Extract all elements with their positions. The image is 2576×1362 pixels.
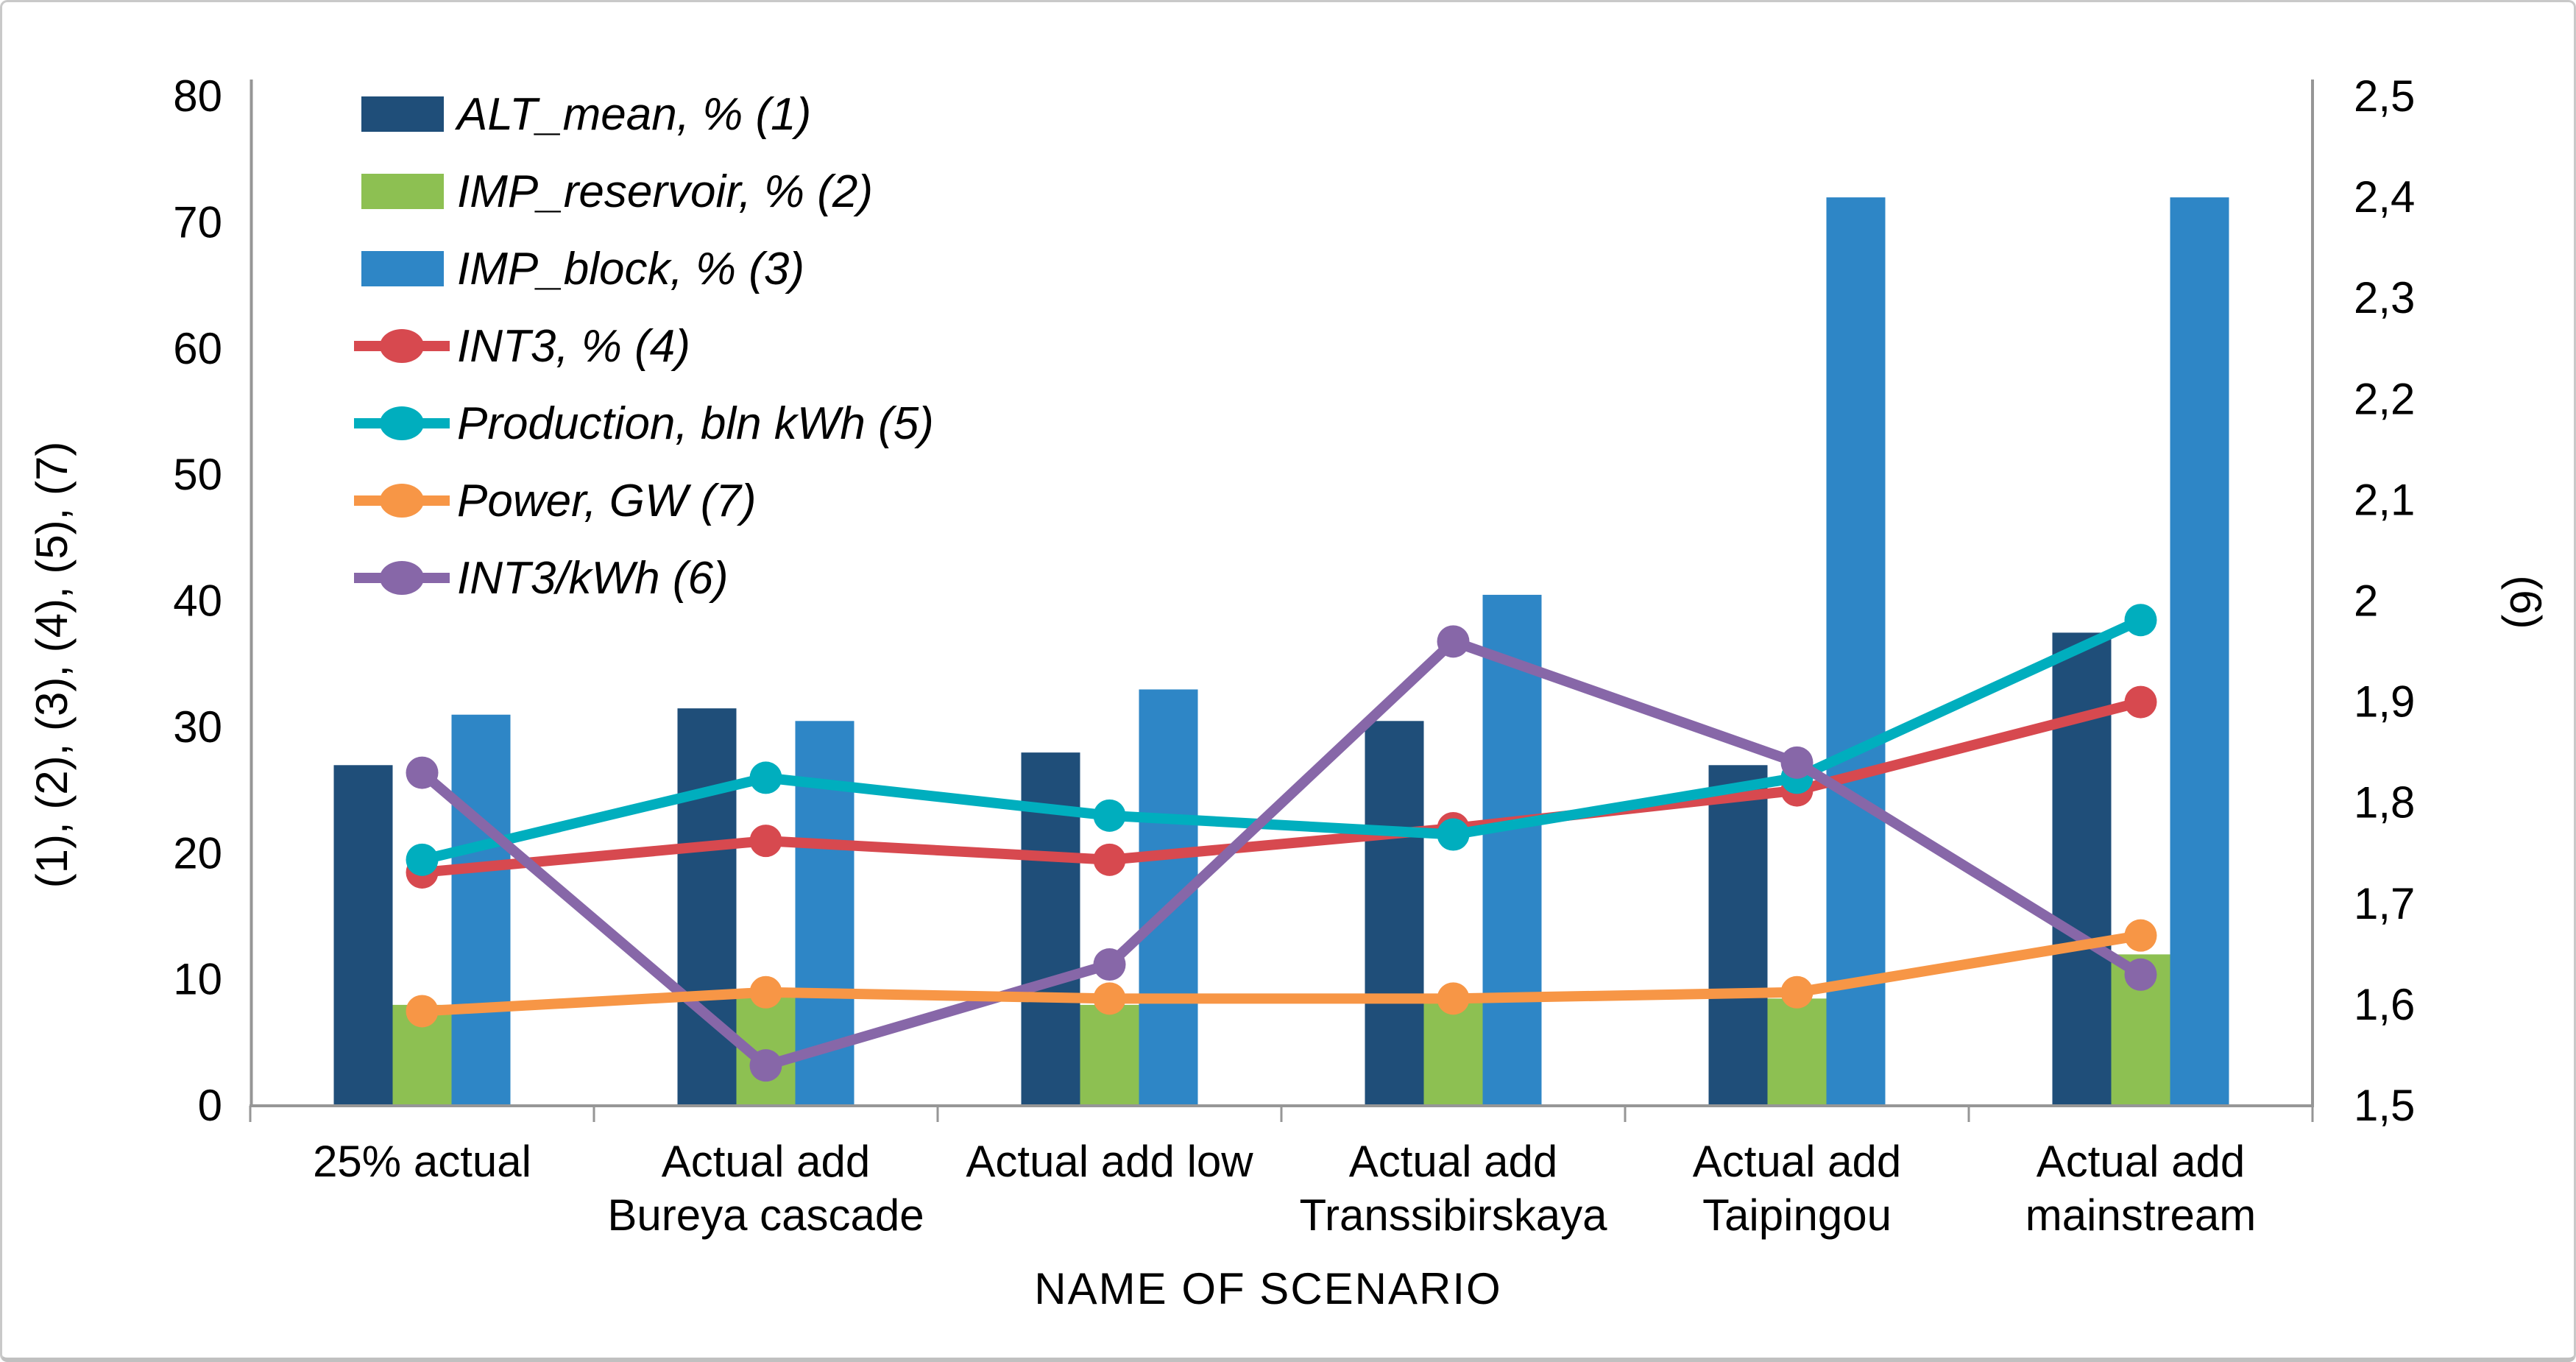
left-tick-label: 20: [173, 828, 222, 878]
left-tick-label: 30: [173, 702, 222, 752]
legend-item-alt-mean: ALT_mean, % (1): [361, 89, 811, 140]
right-tick-label: 2: [2354, 576, 2378, 626]
left-tick-label: 80: [173, 71, 222, 121]
legend-label-int3: INT3, % (4): [457, 321, 690, 372]
legend-swatch-alt-mean: [361, 96, 444, 132]
right-tick-label: 2,1: [2354, 475, 2415, 524]
bar-alt-mean-group1: [333, 765, 393, 1106]
right-tick-label: 1,6: [2354, 980, 2415, 1029]
marker-power-group1: [406, 995, 439, 1028]
line-int3-per-kwh: [417, 636, 2146, 1071]
right-tick-label: 1,8: [2354, 778, 2415, 828]
legend-marker-int3: [380, 329, 424, 363]
bar-imp-block-group3: [1139, 689, 1198, 1106]
marker-power-group3: [1093, 982, 1126, 1015]
marker-power-group6: [2124, 919, 2157, 952]
left-tick-label: 70: [173, 197, 222, 247]
left-tick-label: 10: [173, 955, 222, 1004]
bar-alt-mean-group2: [677, 708, 737, 1106]
category-label-group4: Transsibirskaya: [1300, 1190, 1608, 1240]
marker-int3-per-kwh-group5: [1780, 746, 1814, 779]
right-tick-label: 1,9: [2354, 677, 2415, 727]
category-label-group3: Actual add low: [966, 1137, 1253, 1186]
legend-swatch-imp-block: [361, 251, 444, 286]
x-axis-title: NAME OF SCENARIO: [1034, 1264, 1501, 1313]
bar-alt-mean-group6: [2052, 632, 2112, 1106]
bar-imp-reservoir-group4: [1423, 998, 1483, 1106]
right-tick-label: 2,2: [2354, 374, 2415, 423]
category-label-group6: Actual add: [2037, 1137, 2246, 1186]
legend-item-power: Power, GW (7): [354, 476, 757, 526]
marker-production-group3: [1093, 799, 1126, 832]
bar-imp-block-group4: [1482, 594, 1542, 1106]
category-label-group1: 25% actual: [313, 1137, 531, 1186]
line-int3: [417, 696, 2146, 878]
marker-int3-per-kwh-group2: [749, 1049, 782, 1082]
legend-marker-production: [380, 406, 424, 440]
marker-int3-per-kwh-group1: [406, 756, 439, 789]
marker-power-group5: [1780, 975, 1814, 1009]
right-y-axis-title: (6): [2501, 575, 2550, 629]
marker-int3-per-kwh-group6: [2124, 958, 2157, 991]
legend-marker-power: [380, 484, 424, 518]
bar-imp-reservoir-group5: [1767, 998, 1827, 1106]
right-tick-label: 1,5: [2354, 1081, 2415, 1130]
bar-imp-reservoir-group3: [1080, 1004, 1139, 1106]
left-tick-label: 0: [198, 1081, 222, 1130]
legend-label-power: Power, GW (7): [457, 476, 757, 526]
category-label-group5: Actual add: [1693, 1137, 1902, 1186]
legend-item-production: Production, bln kWh (5): [354, 398, 934, 449]
marker-int3-per-kwh-group4: [1437, 625, 1470, 658]
legend-swatch-imp-reservoir: [361, 174, 444, 209]
category-label-group6: mainstream: [2025, 1190, 2256, 1240]
marker-int3-group6: [2124, 685, 2157, 719]
bar-imp-block-group1: [451, 714, 511, 1106]
bar-imp-block-group6: [2170, 197, 2229, 1107]
legend-label-imp-block: IMP_block, % (3): [457, 244, 804, 294]
bar-alt-mean-group5: [1708, 765, 1768, 1106]
legend-item-int3-per-kwh: INT3/kWh (6): [354, 553, 729, 604]
left-tick-label: 50: [173, 450, 222, 499]
marker-production-group2: [749, 761, 782, 794]
right-tick-label: 2,3: [2354, 273, 2415, 322]
legend-label-imp-reservoir: IMP_reservoir, % (2): [457, 166, 873, 217]
bar-alt-mean-group4: [1365, 721, 1424, 1106]
right-tick-label: 2,5: [2354, 71, 2415, 121]
marker-power-group4: [1437, 982, 1470, 1015]
left-y-axis-title: (1), (2), (3), (4), (5), (7): [27, 442, 77, 889]
line-production: [417, 615, 2146, 865]
legend-label-alt-mean: ALT_mean, % (1): [454, 89, 811, 140]
marker-int3-group2: [749, 825, 782, 858]
marker-int3-group3: [1093, 843, 1126, 876]
legend-marker-int3-per-kwh: [380, 561, 424, 595]
category-label-group4: Actual add: [1349, 1137, 1558, 1186]
right-tick-label: 1,7: [2354, 879, 2415, 928]
marker-power-group2: [749, 975, 782, 1009]
marker-production-group1: [406, 843, 439, 876]
legend-item-imp-block: IMP_block, % (3): [361, 244, 804, 294]
legend-item-int3: INT3, % (4): [354, 321, 690, 372]
legend-item-imp-reservoir: IMP_reservoir, % (2): [361, 166, 873, 217]
marker-production-group6: [2124, 604, 2157, 637]
category-label-group5: Taipingou: [1702, 1190, 1892, 1240]
legend: ALT_mean, % (1) IMP_reservoir, % (2) IMP_b…: [354, 89, 934, 604]
legend-label-production: Production, bln kWh (5): [457, 398, 934, 449]
category-label-group2: Actual add: [662, 1137, 871, 1186]
marker-int3-per-kwh-group3: [1093, 948, 1126, 981]
line-power: [417, 930, 2146, 1017]
right-tick-label: 2,4: [2354, 172, 2415, 222]
left-tick-label: 60: [173, 324, 222, 373]
marker-production-group4: [1437, 818, 1470, 851]
bar-imp-block-group5: [1826, 197, 1886, 1107]
category-label-group2: Bureya cascade: [607, 1190, 924, 1240]
left-tick-label: 40: [173, 576, 222, 626]
legend-label-int3-per-kwh: INT3/kWh (6): [457, 553, 729, 604]
